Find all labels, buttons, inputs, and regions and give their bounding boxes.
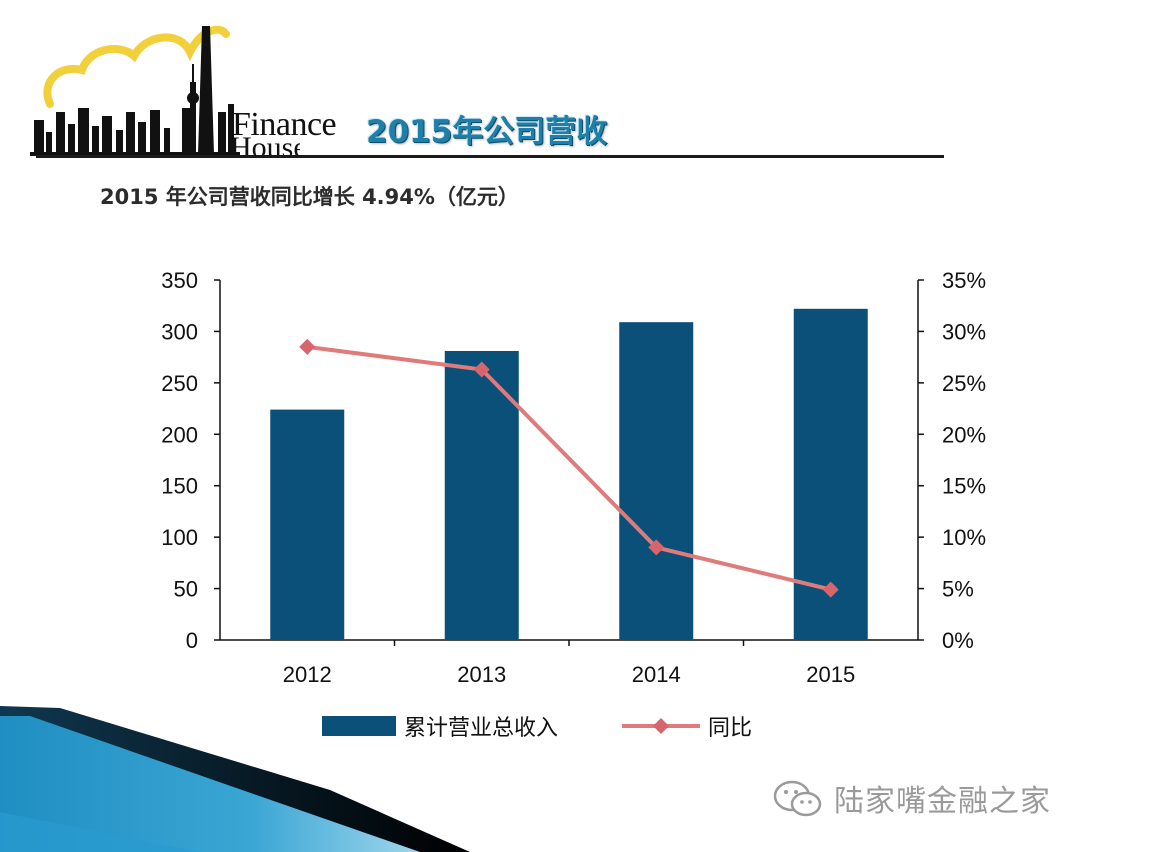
yoy-point-2013	[473, 361, 490, 378]
logo-skyline-graphic	[30, 25, 240, 156]
chart-line	[299, 338, 839, 598]
y-left-tick-label: 300	[161, 319, 198, 344]
bar-2014	[619, 322, 694, 640]
logo-house-text: House	[230, 133, 300, 157]
slide-title: 2015年公司营收	[366, 114, 608, 150]
y-left-tick-label: 50	[174, 577, 198, 602]
y-right-tick-label: 5%	[942, 577, 974, 602]
y-right-tick-label: 10%	[942, 525, 986, 550]
watermark: 陆家嘴金融之家	[772, 776, 1051, 820]
legend-swatch-revenue	[322, 716, 396, 736]
logo-finance-text: Finance	[232, 106, 337, 143]
y-left-tick-label: 350	[161, 268, 198, 293]
revenue-chart: 0 50 100 150 200 250 300 350 0% 5% 10% 15% 20% 25% 30%…	[161, 268, 986, 740]
y-right-tick-label: 20%	[942, 422, 986, 447]
decorative-swoosh	[0, 706, 470, 852]
bar-2012	[270, 409, 345, 640]
y-left-tick-label: 250	[161, 371, 198, 396]
chart-bars	[270, 308, 868, 640]
legend-label-revenue: 累计营业总收入	[404, 715, 558, 740]
yoy-point-2015	[822, 581, 839, 598]
yoy-point-2012	[299, 338, 316, 355]
header-divider	[36, 155, 944, 158]
chart-axes: 0 50 100 150 200 250 300 350 0% 5% 10% 15% 20% 25% 30%…	[161, 268, 986, 687]
legend-label-yoy: 同比	[708, 715, 752, 740]
y-right-tick-label: 15%	[942, 474, 986, 499]
y-left-tick-label: 150	[161, 474, 198, 499]
y-left-tick-label: 0	[186, 628, 198, 653]
x-tick-label: 2015	[806, 662, 855, 687]
watermark-text: 陆家嘴金融之家	[834, 784, 1051, 819]
chart-subtitle: 2015 年公司营收同比增长 4.94%（亿元）	[100, 185, 519, 209]
bar-2013	[444, 350, 519, 640]
y-right-tick-label: 0%	[942, 628, 974, 653]
logo: Finance House	[30, 12, 350, 162]
legend-marker-yoy	[653, 718, 669, 734]
x-tick-label: 2013	[457, 662, 506, 687]
y-right-tick-label: 30%	[942, 319, 986, 344]
x-tick-label: 2014	[632, 662, 681, 687]
y-right-tick-label: 35%	[942, 268, 986, 293]
chart-legend: 累计营业总收入 同比	[322, 715, 752, 740]
y-left-tick-label: 200	[161, 422, 198, 447]
x-tick-label: 2012	[283, 662, 332, 687]
yoy-point-2014	[648, 539, 665, 556]
y-right-tick-label: 25%	[942, 371, 986, 396]
wechat-icon	[773, 780, 822, 817]
yoy-line	[306, 344, 832, 592]
y-left-tick-label: 100	[161, 525, 198, 550]
